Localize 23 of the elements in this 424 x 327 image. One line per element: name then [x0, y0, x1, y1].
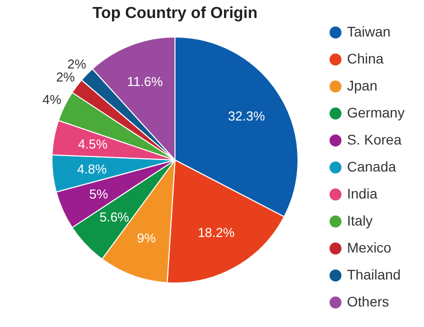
data-label: 5.6% — [99, 210, 130, 225]
legend-label: Others — [347, 294, 390, 310]
data-label: 11.6% — [126, 74, 164, 89]
data-label: 9% — [136, 230, 156, 246]
legend-label: Mexico — [347, 240, 392, 256]
legend-label: India — [347, 186, 378, 202]
data-label: 4% — [42, 92, 62, 107]
legend-label: Canada — [347, 158, 396, 174]
legend-label: Thailand — [347, 266, 401, 282]
data-label: 2% — [67, 56, 87, 72]
legend-label: Jpan — [347, 78, 378, 94]
data-label: 5% — [89, 186, 109, 202]
data-label: 4.8% — [77, 161, 108, 176]
legend-label: Italy — [347, 212, 373, 228]
legend-label: China — [347, 50, 384, 66]
legend-label: S. Korea — [347, 132, 402, 148]
legend-label: Taiwan — [347, 24, 391, 40]
data-label: 2% — [56, 70, 76, 85]
chart-title: Top Country of Origin — [92, 5, 258, 22]
data-label: 4.5% — [78, 136, 108, 152]
legend-label: Germany — [347, 104, 405, 120]
data-label: 18.2% — [198, 224, 235, 240]
data-label: 32.3% — [228, 108, 266, 124]
